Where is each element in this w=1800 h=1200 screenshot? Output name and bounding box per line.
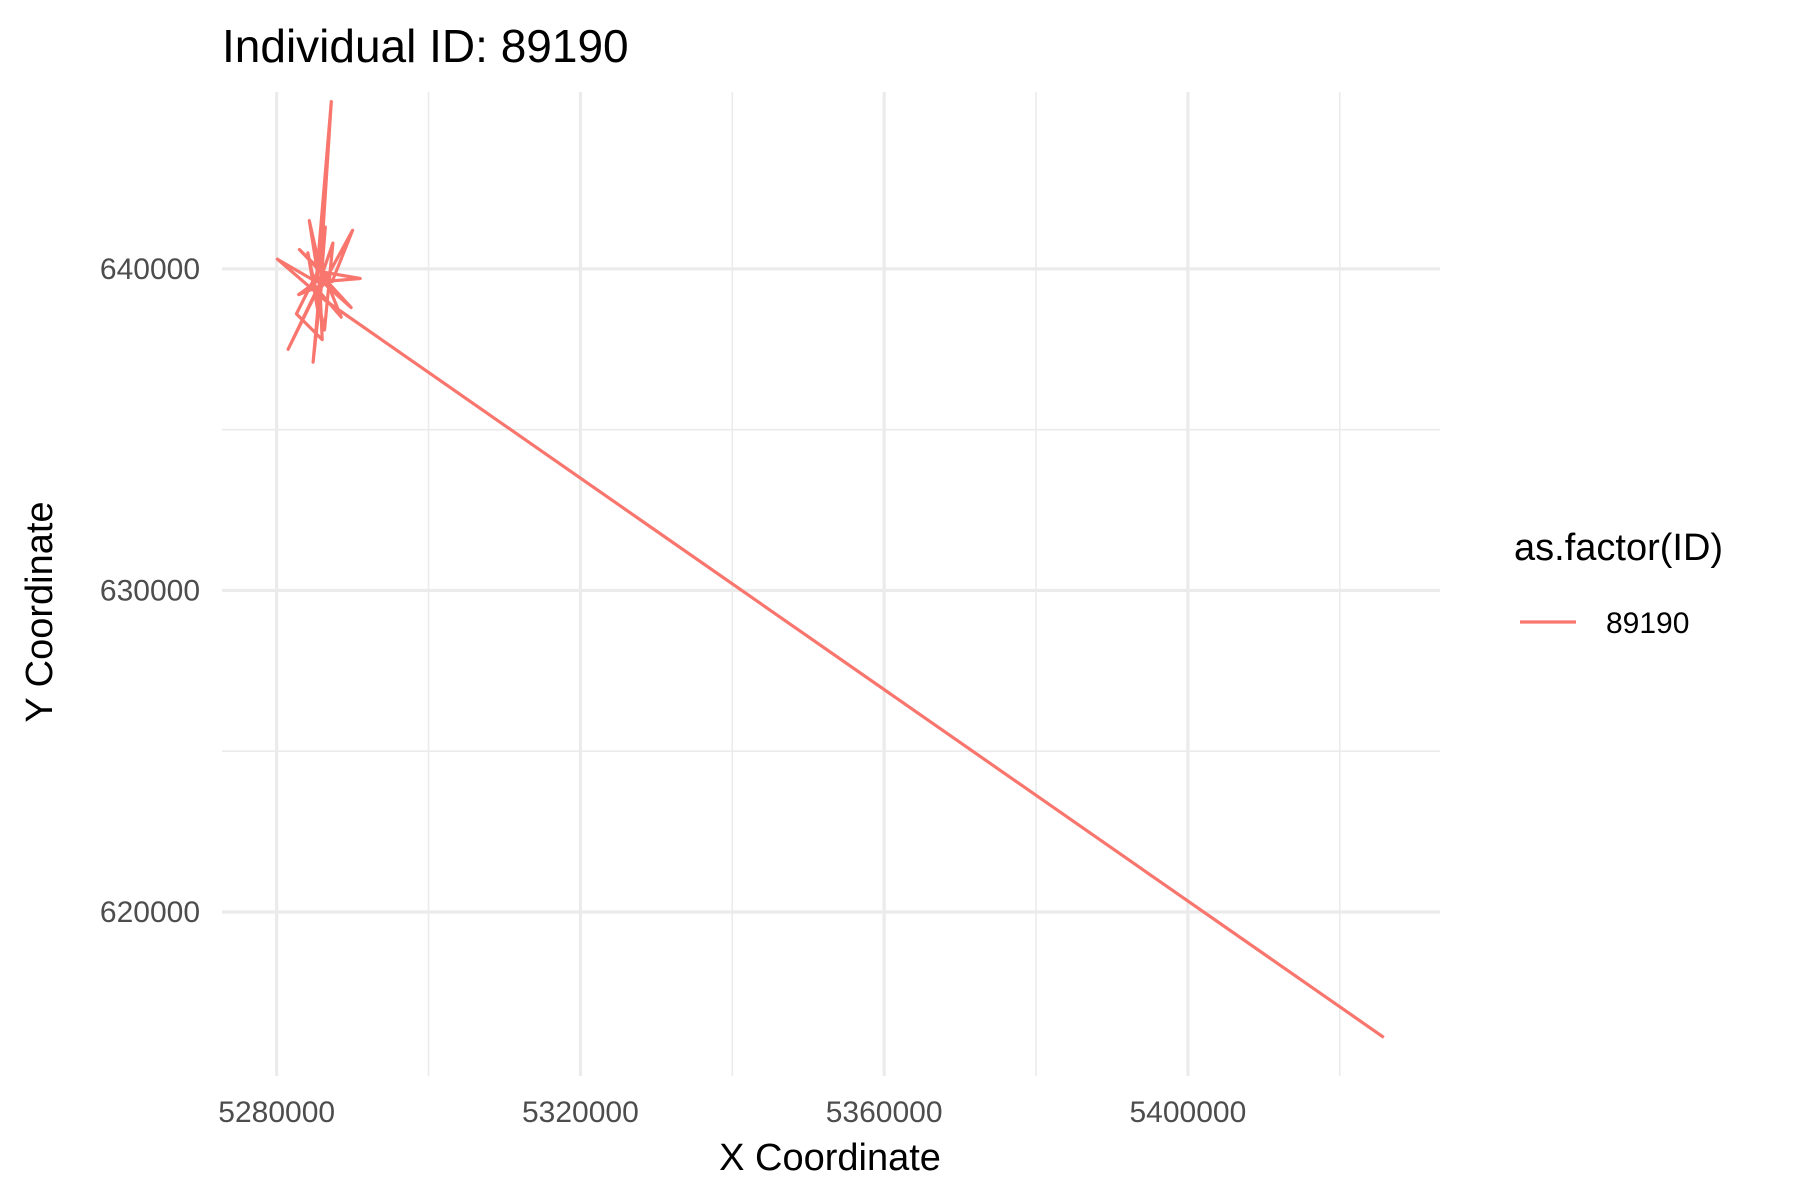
legend-items: 89190: [1520, 607, 1689, 640]
legend-title: as.factor(ID): [1514, 527, 1723, 569]
minor-gridlines: [222, 92, 1440, 1076]
series-layer: [275, 100, 1385, 1039]
x-tick-label: 5360000: [826, 1096, 943, 1129]
x-tick-label: 5320000: [522, 1096, 639, 1129]
y-tick-label: 640000: [100, 253, 200, 286]
y-tick-label: 620000: [100, 896, 200, 929]
legend-label: 89190: [1606, 607, 1689, 640]
x-axis-ticks: 5280000 5320000 5360000 5400000: [218, 1096, 1246, 1129]
major-gridlines: [222, 92, 1440, 1076]
legend: as.factor(ID) 89190: [1514, 527, 1723, 640]
y-axis-title: Y Coordinate: [19, 501, 61, 722]
x-axis-title: X Coordinate: [719, 1137, 941, 1179]
series-line-89190: [275, 100, 1385, 1039]
x-tick-label: 5280000: [218, 1096, 335, 1129]
chart-title: Individual ID: 89190: [222, 20, 629, 72]
y-tick-label: 630000: [100, 574, 200, 607]
x-tick-label: 5400000: [1129, 1096, 1246, 1129]
y-axis-ticks: 620000 630000 640000: [100, 253, 200, 929]
